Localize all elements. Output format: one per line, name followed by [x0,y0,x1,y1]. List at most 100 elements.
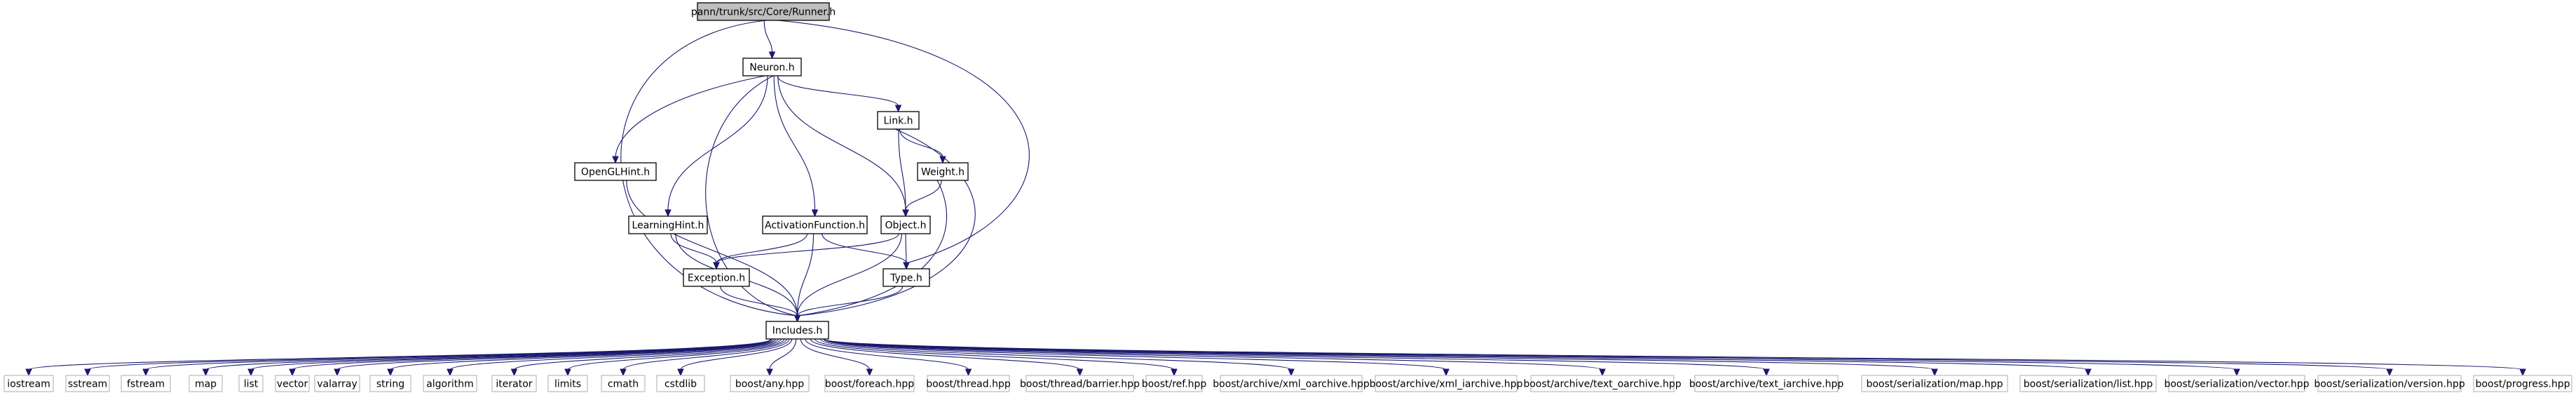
node-opengl[interactable]: OpenGLHint.h [574,162,657,181]
node-label: boost/progress.hpp [2475,379,2570,390]
edge-line [622,338,790,371]
edge-activation-to-type [822,233,910,270]
node-l-ser-map: boost/serialization/map.hpp [1861,375,2008,392]
node-box [765,321,829,340]
edge-arrowhead [766,368,773,377]
edge-line [670,233,717,264]
edge-line [819,338,1292,371]
edge-arrowhead [768,51,776,60]
node-label: fstream [127,379,165,390]
node-label: cmath [608,379,639,390]
node-l-barrier: boost/thread/barrier.hpp [1020,375,1140,392]
edge-line [800,338,871,371]
edge-line [336,338,777,371]
node-box [762,215,868,234]
edge-line [680,338,793,371]
node-box [656,375,705,392]
node-object[interactable]: Object.h [880,215,931,234]
edge-line [705,75,798,317]
edge-line [615,75,765,158]
edge-includes-to-l_any [766,338,797,377]
node-l-thread: boost/thread.hpp [926,375,1011,392]
node-box [4,375,54,392]
edge-arrowhead [1599,368,1606,377]
node-link[interactable]: Link.h [877,111,920,130]
edge-arrowhead [1931,368,1938,377]
node-box [423,375,477,392]
edge-includes-to-l_xml_iarchive [823,338,1450,377]
node-l-map: map [189,375,223,392]
edge-arrowhead [1076,368,1084,377]
node-label: boost/thread/barrier.hpp [1020,379,1140,390]
node-box [628,215,708,234]
edge-line [567,338,787,371]
node-label: Exception.h [688,273,745,284]
node-learning[interactable]: LearningHint.h [628,215,708,234]
node-l-ser-list: boost/serialization/list.hpp [2019,375,2157,392]
node-box [491,375,537,392]
edge-line [823,338,1603,371]
node-label: boost/archive/text_iarchive.hpp [1689,379,1844,390]
edge-line [815,338,1175,371]
node-box [1530,375,1675,392]
edge-line [777,20,1030,264]
edge-arrowhead [1288,368,1295,377]
node-box [877,111,920,130]
node-exception[interactable]: Exception.h [683,268,750,287]
node-type[interactable]: Type.h [882,268,930,287]
node-box [314,375,360,392]
node-label: boost/serialization/list.hpp [2024,379,2153,390]
node-l-valarray: valarray [314,375,360,392]
edge-object-to-exception [713,233,899,270]
node-box [917,162,969,181]
node-box [121,375,171,392]
node-label: list [244,379,259,390]
node-label: boost/foreach.hpp [825,379,914,390]
edge-type-to-includes [793,286,904,323]
node-l-iterator: iterator [491,375,537,392]
node-label: OpenGLHint.h [581,167,650,178]
edge-line [796,286,904,317]
edge-arrowhead [289,368,296,377]
edge-line [823,338,2089,371]
node-label: Includes.h [772,326,823,337]
edge-link-to-object [898,128,909,218]
edge-arrowhead [2386,368,2393,377]
edge-includes-to-l_barrier [810,338,1084,377]
edge-arrowhead [510,368,518,377]
edge-line [250,338,772,371]
node-box [882,268,930,287]
node-box [1220,375,1363,392]
node-box [275,375,310,392]
edge-includes-to-l_limits [564,338,787,377]
node-weight[interactable]: Weight.h [917,162,969,181]
node-label: pann/trunk/src/Core/Runner.h [691,7,836,18]
node-includes[interactable]: Includes.h [765,321,829,340]
edge-arrowhead [713,262,720,270]
node-label: Type.h [890,273,922,284]
node-box [238,375,264,392]
edge-line [777,75,906,211]
edge-arrowhead [2519,368,2526,377]
edge-arrowhead [811,209,819,218]
edge-includes-to-l_cmath [620,338,790,377]
node-neuron[interactable]: Neuron.h [742,58,802,76]
edge-line [823,338,1935,371]
node-l-sstream: sstream [65,375,110,392]
edge-arrowhead [612,156,619,164]
node-label: Link.h [884,116,913,127]
edge-line [626,180,798,317]
node-activation[interactable]: ActivationFunction.h [762,215,868,234]
node-box [730,375,810,392]
node-box [1694,375,1839,392]
edge-line [796,233,815,317]
edge-arrowhead [2085,368,2092,377]
edge-arrowhead [247,368,254,377]
edge-includes-to-l_cstdlib [677,338,793,377]
edge-line [763,20,773,53]
node-box [2317,375,2462,392]
edge-arrowhead [1763,368,1770,377]
edge-line [390,338,779,371]
node-label: boost/serialization/version.hpp [2314,379,2465,390]
edge-arrowhead [894,105,902,113]
